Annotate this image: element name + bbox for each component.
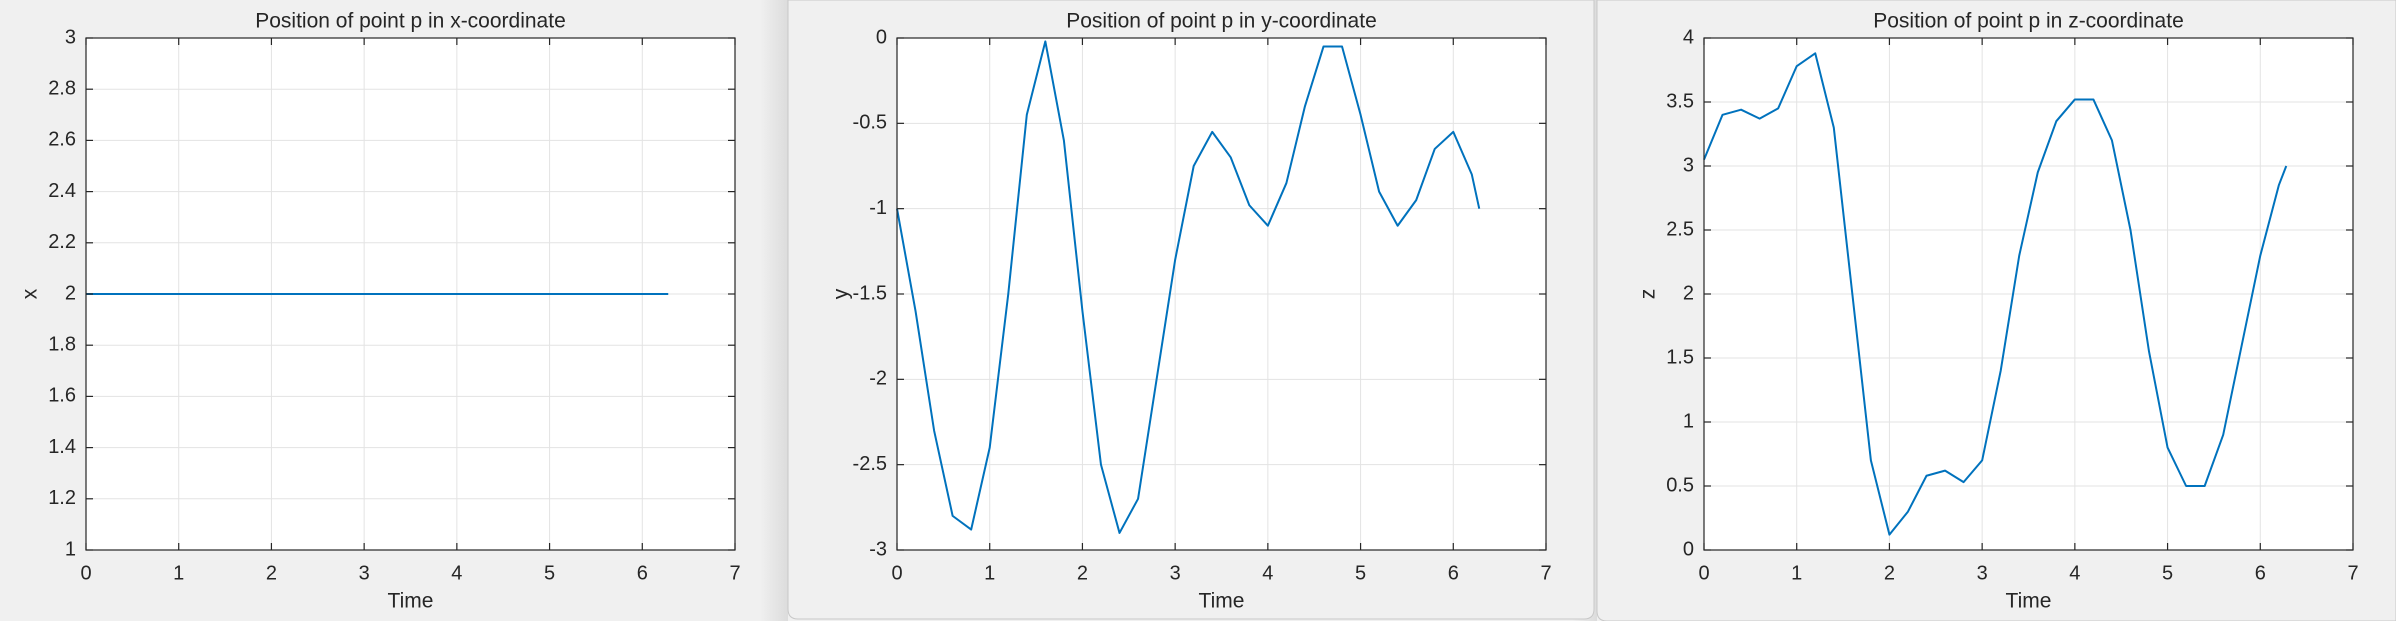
subplot: 0 1 2 3 4 5 6 7 -3 -2.5 -2 -1.5 -1 -0.5 0 Position of p…	[830, 10, 1552, 613]
x-tick-label: 5	[1355, 562, 1366, 584]
y-tick-label: 0.5	[1666, 474, 1694, 496]
x-tick-label: 0	[80, 562, 91, 584]
y-axis-label: y	[830, 288, 853, 299]
x-axis-label: Time	[1199, 590, 1245, 613]
y-tick-label: -1.5	[853, 282, 887, 304]
x-tick-label: 4	[451, 562, 462, 584]
y-axis-label: z	[1637, 289, 1660, 300]
x-tick-label: 2	[1884, 562, 1895, 584]
y-tick-label: 1	[1683, 410, 1694, 432]
y-tick-label: 2	[65, 282, 76, 304]
x-tick-label: 6	[2255, 562, 2266, 584]
y-tick-label: -3	[869, 538, 887, 560]
x-tick-label: 7	[1540, 562, 1551, 584]
y-tick-label: 4	[1683, 26, 1694, 48]
y-tick-label: 1.2	[48, 487, 76, 509]
x-tick-label: 1	[984, 562, 995, 584]
x-tick-label: 1	[173, 562, 184, 584]
chart-title: Position of point p in y-coordinate	[1066, 10, 1377, 33]
x-tick-label: 0	[1698, 562, 1709, 584]
chart-title: Position of point p in x-coordinate	[255, 10, 566, 33]
y-tick-label: 2.4	[48, 180, 76, 202]
y-tick-label: -2.5	[853, 453, 887, 475]
x-axis-label: Time	[2006, 590, 2052, 613]
x-tick-label: 7	[2347, 562, 2358, 584]
subplot: 0 1 2 3 4 5 6 711.21.41.61.822.22.42.62.83Posit…	[19, 10, 741, 613]
y-tick-label: 1	[65, 538, 76, 560]
x-tick-label: 5	[544, 562, 555, 584]
chart-title: Position of point p in z-coordinate	[1873, 10, 2184, 33]
y-tick-label: 1.6	[48, 385, 76, 407]
x-tick-label: 4	[2069, 562, 2080, 584]
x-tick-label: 3	[359, 562, 370, 584]
y-tick-label: 2.8	[48, 77, 76, 99]
y-tick-label: 1.5	[1666, 346, 1694, 368]
x-tick-label: 7	[729, 562, 740, 584]
subplot: 0 1 2 3 4 5 6 7 0 0.5 1 1.5 2 2.5 3 3.5 4 Position of poi…	[1637, 10, 2359, 613]
y-tick-label: -2	[869, 368, 887, 390]
y-axis-label: x	[19, 288, 42, 299]
y-tick-label: 3	[65, 26, 76, 48]
x-tick-label: 4	[1262, 562, 1273, 584]
y-tick-label: 1.8	[48, 333, 76, 355]
x-tick-label: 0	[891, 562, 902, 584]
x-tick-label: 3	[1977, 562, 1988, 584]
y-tick-label: 0	[1683, 538, 1694, 560]
y-tick-label: 3	[1683, 154, 1694, 176]
y-tick-label: 2.5	[1666, 218, 1694, 240]
x-tick-label: 6	[1448, 562, 1459, 584]
x-tick-label: 1	[1791, 562, 1802, 584]
y-tick-label: 2.6	[48, 129, 76, 151]
x-tick-label: 2	[266, 562, 277, 584]
x-tick-label: 3	[1170, 562, 1181, 584]
y-tick-label: 0	[876, 26, 887, 48]
y-tick-label: -0.5	[853, 112, 887, 134]
x-tick-label: 5	[2162, 562, 2173, 584]
y-tick-label: -1	[869, 197, 887, 219]
window-shadow	[760, 0, 788, 621]
x-tick-label: 6	[637, 562, 648, 584]
y-tick-label: 1.4	[48, 436, 76, 458]
data-line	[1703, 52, 2288, 536]
x-tick-label: 2	[1077, 562, 1088, 584]
x-axis-label: Time	[388, 590, 434, 613]
y-tick-label: 2	[1683, 282, 1694, 304]
data-line	[896, 40, 1481, 534]
y-tick-label: 2.2	[48, 231, 76, 253]
y-tick-label: 3.5	[1666, 90, 1694, 112]
